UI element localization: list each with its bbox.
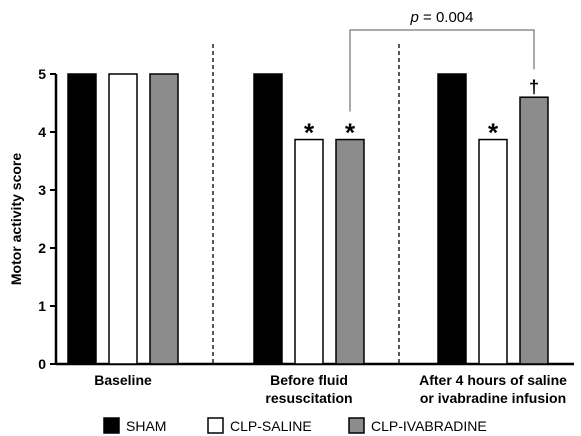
category-label: Before fluid [270,372,348,388]
legend: SHAM CLP-SALINE CLP-IVABRADINE [103,417,487,434]
significance-mark: * [488,118,499,148]
significance-mark: * [345,118,356,148]
y-tick-label: 3 [38,182,46,198]
legend-swatch [103,417,120,434]
legend-swatch [348,417,365,434]
group-separators [212,44,400,364]
bar [149,73,179,365]
significance-marks: * * * † [304,77,539,147]
y-tick-label: 4 [38,124,46,140]
bar [335,138,365,365]
bar [253,73,283,365]
bracket-line [349,29,535,112]
category-label: After 4 hours of saline [419,372,567,388]
category-label: or ivabradine infusion [420,390,566,406]
y-tick-label: 2 [38,240,46,256]
bar [294,138,324,365]
bar [67,73,97,365]
y-tick-label: 5 [38,66,46,82]
y-tick-label: 1 [38,298,46,314]
legend-swatch [207,417,224,434]
significance-bracket: p = 0.004 [349,9,535,112]
bar [108,73,138,365]
significance-mark: † [529,77,539,97]
legend-label: CLP-IVABRADINE [371,418,487,434]
bars [67,73,549,365]
y-axis-label: Motor activity score [8,153,24,285]
bar [437,73,467,365]
category-label: Baseline [94,372,152,388]
significance-mark: * [304,118,315,148]
bar [519,96,549,365]
bar [478,138,508,365]
category-label: resuscitation [265,390,352,406]
y-tick-label: 0 [38,356,46,372]
category-labels: Baseline Before fluid resuscitation After 4… [94,372,567,406]
p-value-label: p = 0.004 [410,9,474,26]
legend-label: SHAM [126,418,166,434]
legend-label: CLP-SALINE [230,418,312,434]
